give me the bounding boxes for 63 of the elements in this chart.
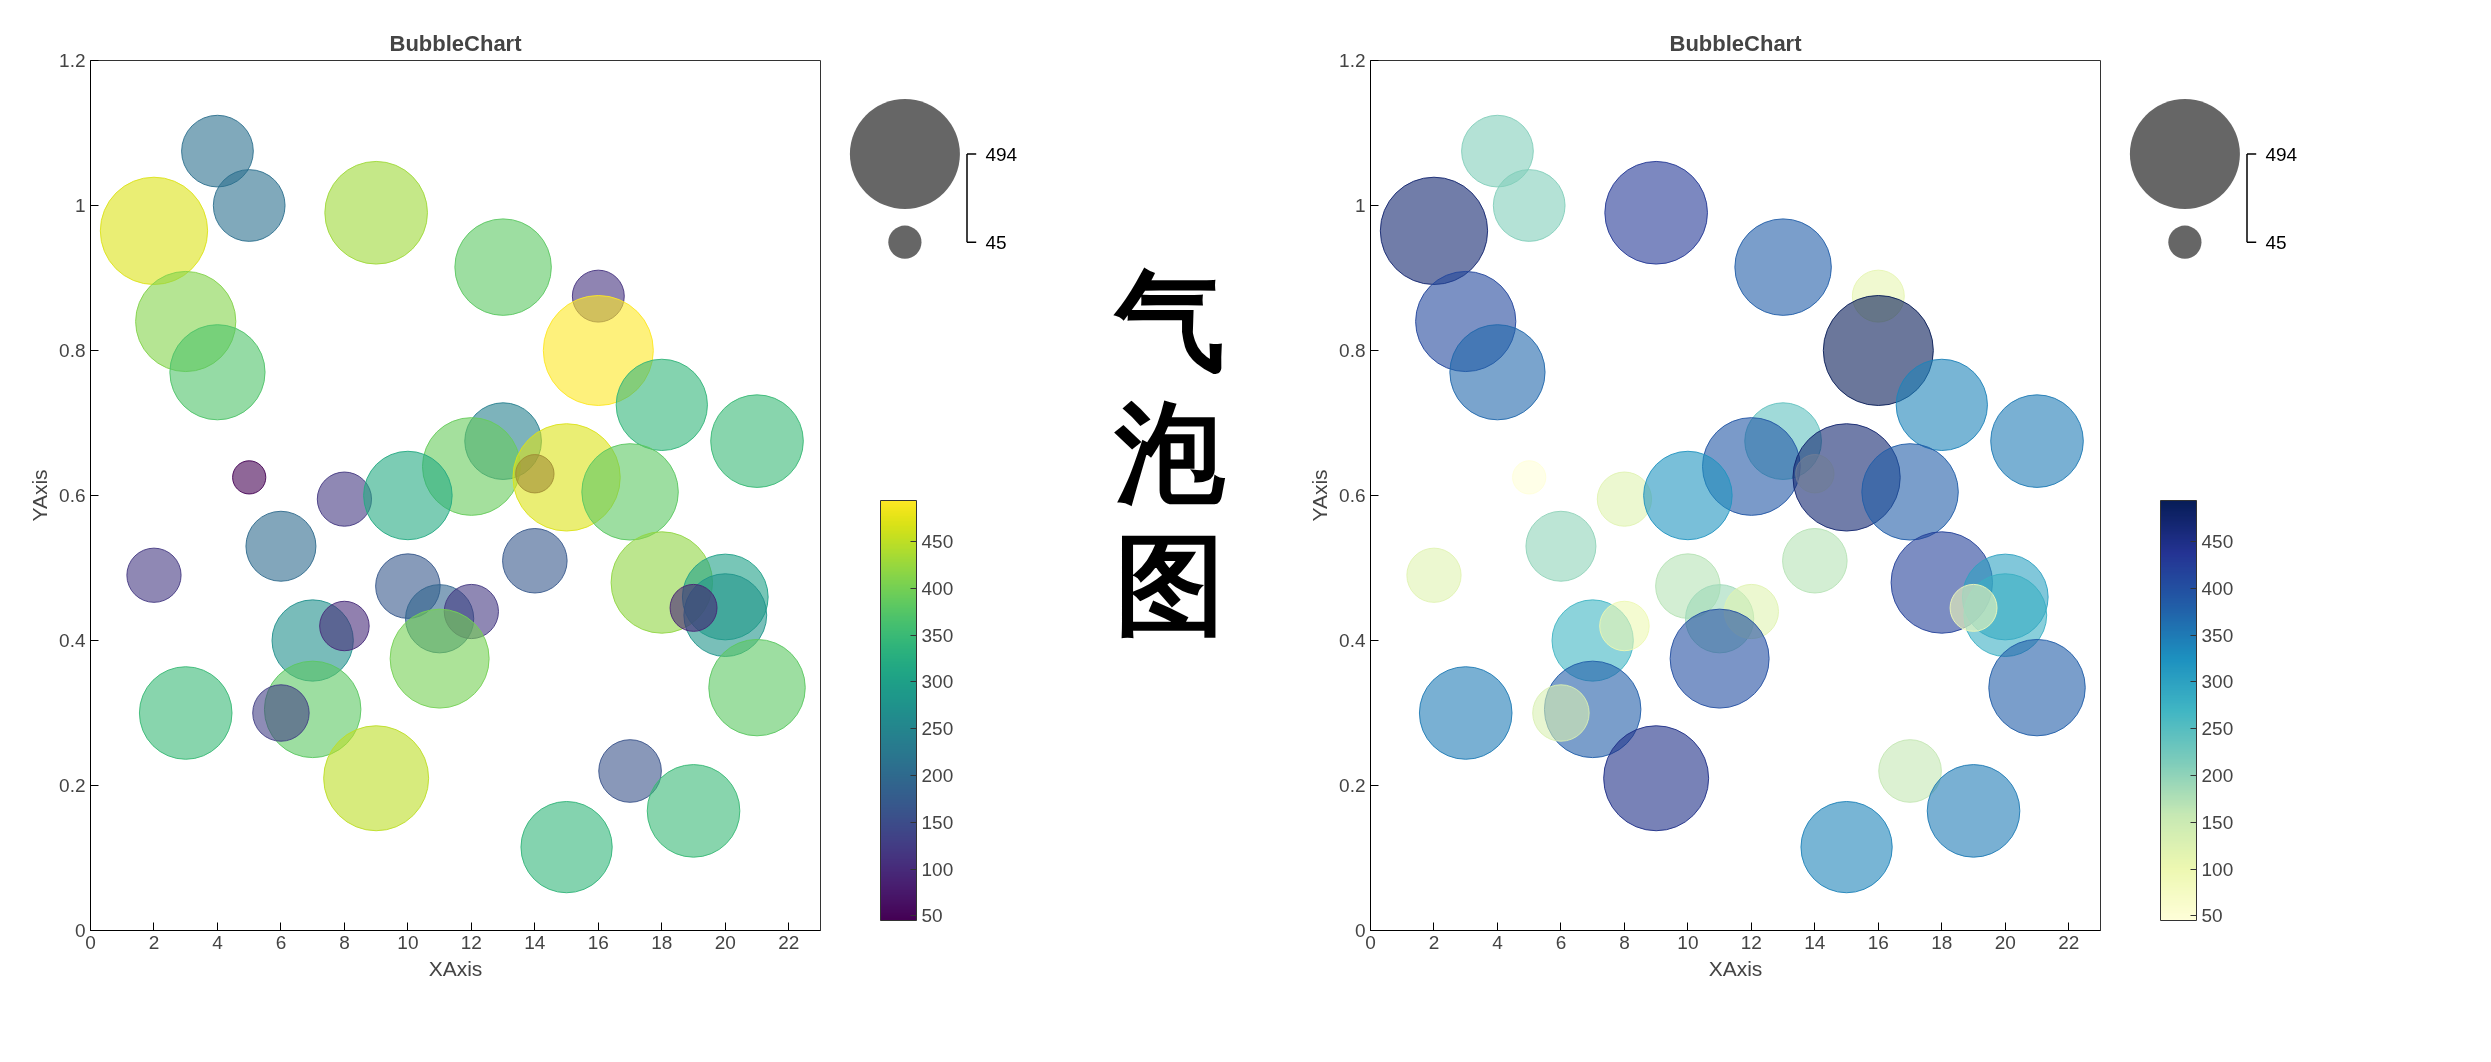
- color-bar-label: 100: [921, 858, 954, 880]
- y-tick-label: 0.8: [59, 340, 86, 361]
- x-tick-label: 14: [1804, 931, 1826, 953]
- x-tick-label: 18: [651, 931, 673, 953]
- legend-label: 494: [2265, 143, 2298, 165]
- x-tick-label: 8: [1619, 931, 1630, 953]
- color-bar-label: 200: [921, 765, 954, 787]
- legend-label: 45: [2265, 231, 2287, 253]
- color-bar-label: 400: [2201, 577, 2234, 599]
- x-tick-label: 22: [778, 931, 800, 953]
- y-tick-label: 0.2: [1339, 775, 1366, 796]
- color-bar-label: 100: [2201, 858, 2234, 880]
- x-tick-label: 10: [397, 931, 419, 953]
- x-tick-label: 12: [1740, 931, 1762, 953]
- x-tick-label: 12: [460, 931, 482, 953]
- y-tick-label: 1.2: [1339, 50, 1366, 71]
- x-tick-label: 16: [587, 931, 609, 953]
- color-bar-label: 400: [921, 577, 954, 599]
- y-tick-label: 1: [1354, 195, 1366, 216]
- color-bar-label: 350: [2201, 624, 2234, 646]
- x-tick-label: 20: [714, 931, 736, 953]
- chart-title: BubbleChart: [1669, 30, 1803, 56]
- y-axis-title: YAxis: [28, 469, 52, 522]
- x-tick-label: 6: [1555, 931, 1567, 953]
- x-axis-title: XAxis: [428, 956, 483, 980]
- color-bar-label: 250: [921, 718, 954, 740]
- text: 气泡图: [1115, 255, 1226, 651]
- color-bar-label: 50: [2201, 905, 2223, 927]
- y-tick-label: 0.2: [59, 775, 86, 796]
- x-tick-label: 20: [1994, 931, 2016, 953]
- color-bar-label: 300: [921, 671, 954, 693]
- x-tick-label: 6: [275, 931, 287, 953]
- x-tick-label: 14: [524, 931, 546, 953]
- x-tick-label: 2: [1428, 931, 1440, 953]
- color-bar-label: 150: [2201, 811, 2234, 833]
- color-bar-label: 450: [2201, 531, 2234, 553]
- x-tick-label: 10: [1677, 931, 1699, 953]
- color-bar-label: 450: [921, 531, 954, 553]
- y-tick-label: 0.4: [59, 630, 86, 651]
- y-tick-label: 0.6: [59, 485, 86, 506]
- color-bar-label: 200: [2201, 765, 2234, 787]
- x-tick-label: 4: [1492, 931, 1504, 953]
- x-axis-title: XAxis: [1708, 956, 1763, 980]
- y-tick-label: 0.8: [1339, 340, 1366, 361]
- color-bar-label: 350: [921, 624, 954, 646]
- x-tick-label: 8: [339, 931, 350, 953]
- chart-title: BubbleChart: [389, 30, 523, 56]
- color-bar-label: 50: [921, 905, 943, 927]
- color-bar-label: 300: [2201, 671, 2234, 693]
- y-tick-label: 1.2: [59, 50, 86, 71]
- y-tick-label: 0.4: [1339, 630, 1366, 651]
- color-bar-label: 250: [2201, 718, 2234, 740]
- y-tick-label: 0.6: [1339, 485, 1366, 506]
- y-tick-label: 1: [74, 195, 86, 216]
- x-tick-label: 16: [1867, 931, 1889, 953]
- x-tick-label: 4: [212, 931, 224, 953]
- x-tick-label: 18: [1931, 931, 1953, 953]
- legend-label: 45: [985, 231, 1007, 253]
- legend-label: 494: [985, 143, 1018, 165]
- y-axis-title: YAxis: [1308, 469, 1332, 522]
- color-bar-label: 150: [921, 811, 954, 833]
- x-tick-label: 22: [2058, 931, 2080, 953]
- x-tick-label: 2: [148, 931, 160, 953]
